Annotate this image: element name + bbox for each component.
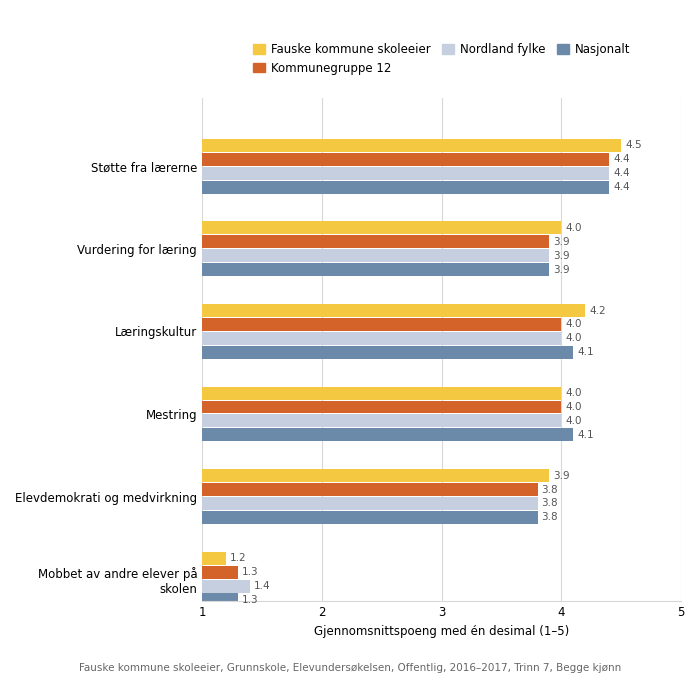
Bar xyxy=(202,345,573,359)
Bar xyxy=(202,483,538,496)
Bar xyxy=(202,167,610,180)
Legend: Fauske kommune skoleeier, Kommunegruppe 12, Nordland fylke, Nasjonalt: Fauske kommune skoleeier, Kommunegruppe … xyxy=(248,38,635,80)
Bar xyxy=(202,304,585,317)
Text: 3.9: 3.9 xyxy=(553,471,570,481)
Bar xyxy=(202,332,561,345)
Text: 4.4: 4.4 xyxy=(613,182,629,192)
Text: 3.8: 3.8 xyxy=(541,485,558,494)
Bar xyxy=(202,511,538,524)
Text: 4.4: 4.4 xyxy=(613,154,629,165)
Text: 4.5: 4.5 xyxy=(625,140,642,150)
Text: 4.2: 4.2 xyxy=(589,305,606,316)
Text: 4.0: 4.0 xyxy=(565,402,582,412)
Bar xyxy=(202,235,550,248)
Text: 1.2: 1.2 xyxy=(230,554,246,563)
Bar xyxy=(202,139,622,152)
Text: 3.8: 3.8 xyxy=(541,498,558,509)
Bar xyxy=(202,497,538,510)
Text: 4.0: 4.0 xyxy=(565,388,582,398)
Bar xyxy=(202,414,561,428)
Text: 4.1: 4.1 xyxy=(577,430,594,440)
Text: 1.4: 1.4 xyxy=(253,581,270,591)
Bar xyxy=(202,469,550,482)
Text: 3.9: 3.9 xyxy=(553,265,570,275)
Bar xyxy=(202,318,561,331)
Bar xyxy=(202,153,610,166)
Text: 4.0: 4.0 xyxy=(565,223,582,233)
Text: 4.0: 4.0 xyxy=(565,320,582,329)
Bar xyxy=(202,263,550,276)
Bar xyxy=(202,428,573,441)
Text: 4.1: 4.1 xyxy=(577,347,594,357)
Bar xyxy=(202,594,238,607)
Bar xyxy=(202,181,610,194)
Text: 3.8: 3.8 xyxy=(541,513,558,522)
Text: 3.9: 3.9 xyxy=(553,237,570,247)
Bar xyxy=(202,551,226,564)
Text: 1.3: 1.3 xyxy=(241,595,258,605)
Bar xyxy=(202,222,561,235)
Text: 3.9: 3.9 xyxy=(553,251,570,260)
Text: 4.0: 4.0 xyxy=(565,333,582,343)
Text: 4.0: 4.0 xyxy=(565,416,582,426)
Bar xyxy=(202,250,550,262)
Bar xyxy=(202,401,561,413)
Text: Fauske kommune skoleeier, Grunnskole, Elevundersøkelsen, Offentlig, 2016–2017, T: Fauske kommune skoleeier, Grunnskole, El… xyxy=(79,663,621,673)
Bar xyxy=(202,387,561,400)
Text: 1.3: 1.3 xyxy=(241,567,258,577)
Bar xyxy=(202,566,238,579)
Text: 4.4: 4.4 xyxy=(613,168,629,178)
Bar xyxy=(202,579,250,592)
X-axis label: Gjennomsnittspoeng med én desimal (1–5): Gjennomsnittspoeng med én desimal (1–5) xyxy=(314,625,569,638)
